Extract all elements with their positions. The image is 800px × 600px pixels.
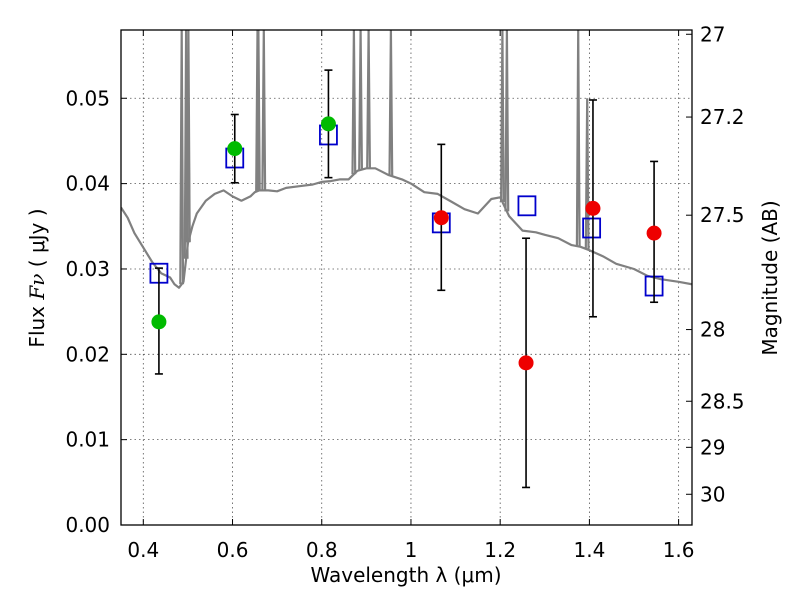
- observed-point-layer: [151, 116, 662, 371]
- green-data-point: [151, 314, 167, 330]
- magnitude-tick-label: 28.5: [700, 389, 745, 413]
- model-spectrum-line: [121, 167, 692, 289]
- x-tick-label: 1.6: [663, 538, 695, 562]
- emission-line-spike: [256, 30, 261, 191]
- red-data-point: [585, 200, 601, 216]
- magnitude-tick-label: 27: [700, 22, 725, 46]
- red-data-point: [646, 225, 662, 241]
- emission-line-spike: [351, 30, 357, 175]
- model-flux-box: [582, 217, 602, 239]
- y-axis-label-prefix: Flux: [25, 300, 49, 348]
- x-tick-label: 1.4: [573, 538, 605, 562]
- x-tick-label: 1.2: [484, 538, 516, 562]
- y2-axis-label: Magnitude (AB): [758, 200, 782, 355]
- emission-line-spike: [575, 30, 581, 247]
- emission-line-spike: [584, 98, 590, 250]
- emission-line-spike: [179, 30, 185, 285]
- magnitude-tick-label: 29: [700, 435, 725, 459]
- y-tick-label: 0.04: [65, 172, 110, 196]
- y-axis-label-suffix: ( μJy ): [25, 208, 49, 273]
- magnitude-tick-label: 27.5: [700, 203, 745, 227]
- emission-line-spike: [504, 30, 510, 212]
- magnitude-tick-label: 27.2: [700, 105, 745, 129]
- grid: [121, 30, 692, 525]
- magnitude-tick-label: 30: [700, 482, 725, 506]
- emission-line-spike: [500, 30, 505, 203]
- y-tick-label: 0.05: [65, 86, 110, 110]
- y-axis-label: Flux Fν ( μJy ): [25, 208, 49, 347]
- y-tick-label: 0.02: [65, 342, 110, 366]
- x-tick-label: 0.6: [217, 538, 249, 562]
- model-spectrum-layer: [121, 30, 692, 289]
- green-data-point: [320, 116, 336, 132]
- x-axis-label: Wavelength λ (μm): [310, 563, 501, 587]
- x-tick-label: 0.4: [127, 538, 159, 562]
- y-tick-label: 0.03: [65, 257, 110, 281]
- y-tick-label: 0.00: [65, 513, 110, 537]
- emission-line-spike: [261, 30, 267, 191]
- emission-line-spike: [366, 30, 371, 169]
- green-data-point: [227, 141, 243, 157]
- plot-frame: [120, 29, 693, 526]
- y-tick-label: 0.01: [65, 428, 110, 452]
- ticks: 0.4 0.6 0.8 1 1.2 1.4 1.6 0.00 0.01 0.02 0.03 0.04 0…: [65, 22, 744, 562]
- emission-line-spike: [358, 30, 363, 170]
- x-tick-label: 0.8: [306, 538, 338, 562]
- x-tick-label: 1: [405, 538, 418, 562]
- magnitude-tick-label: 28: [700, 318, 725, 342]
- plot-background: [121, 30, 692, 525]
- red-data-point: [433, 210, 449, 226]
- model-flux-box: [517, 195, 537, 217]
- emission-line-spike: [185, 81, 191, 243]
- emission-line-spike: [388, 30, 394, 176]
- red-data-point: [518, 355, 534, 371]
- y-axis-label-symbol: Fν: [25, 274, 49, 301]
